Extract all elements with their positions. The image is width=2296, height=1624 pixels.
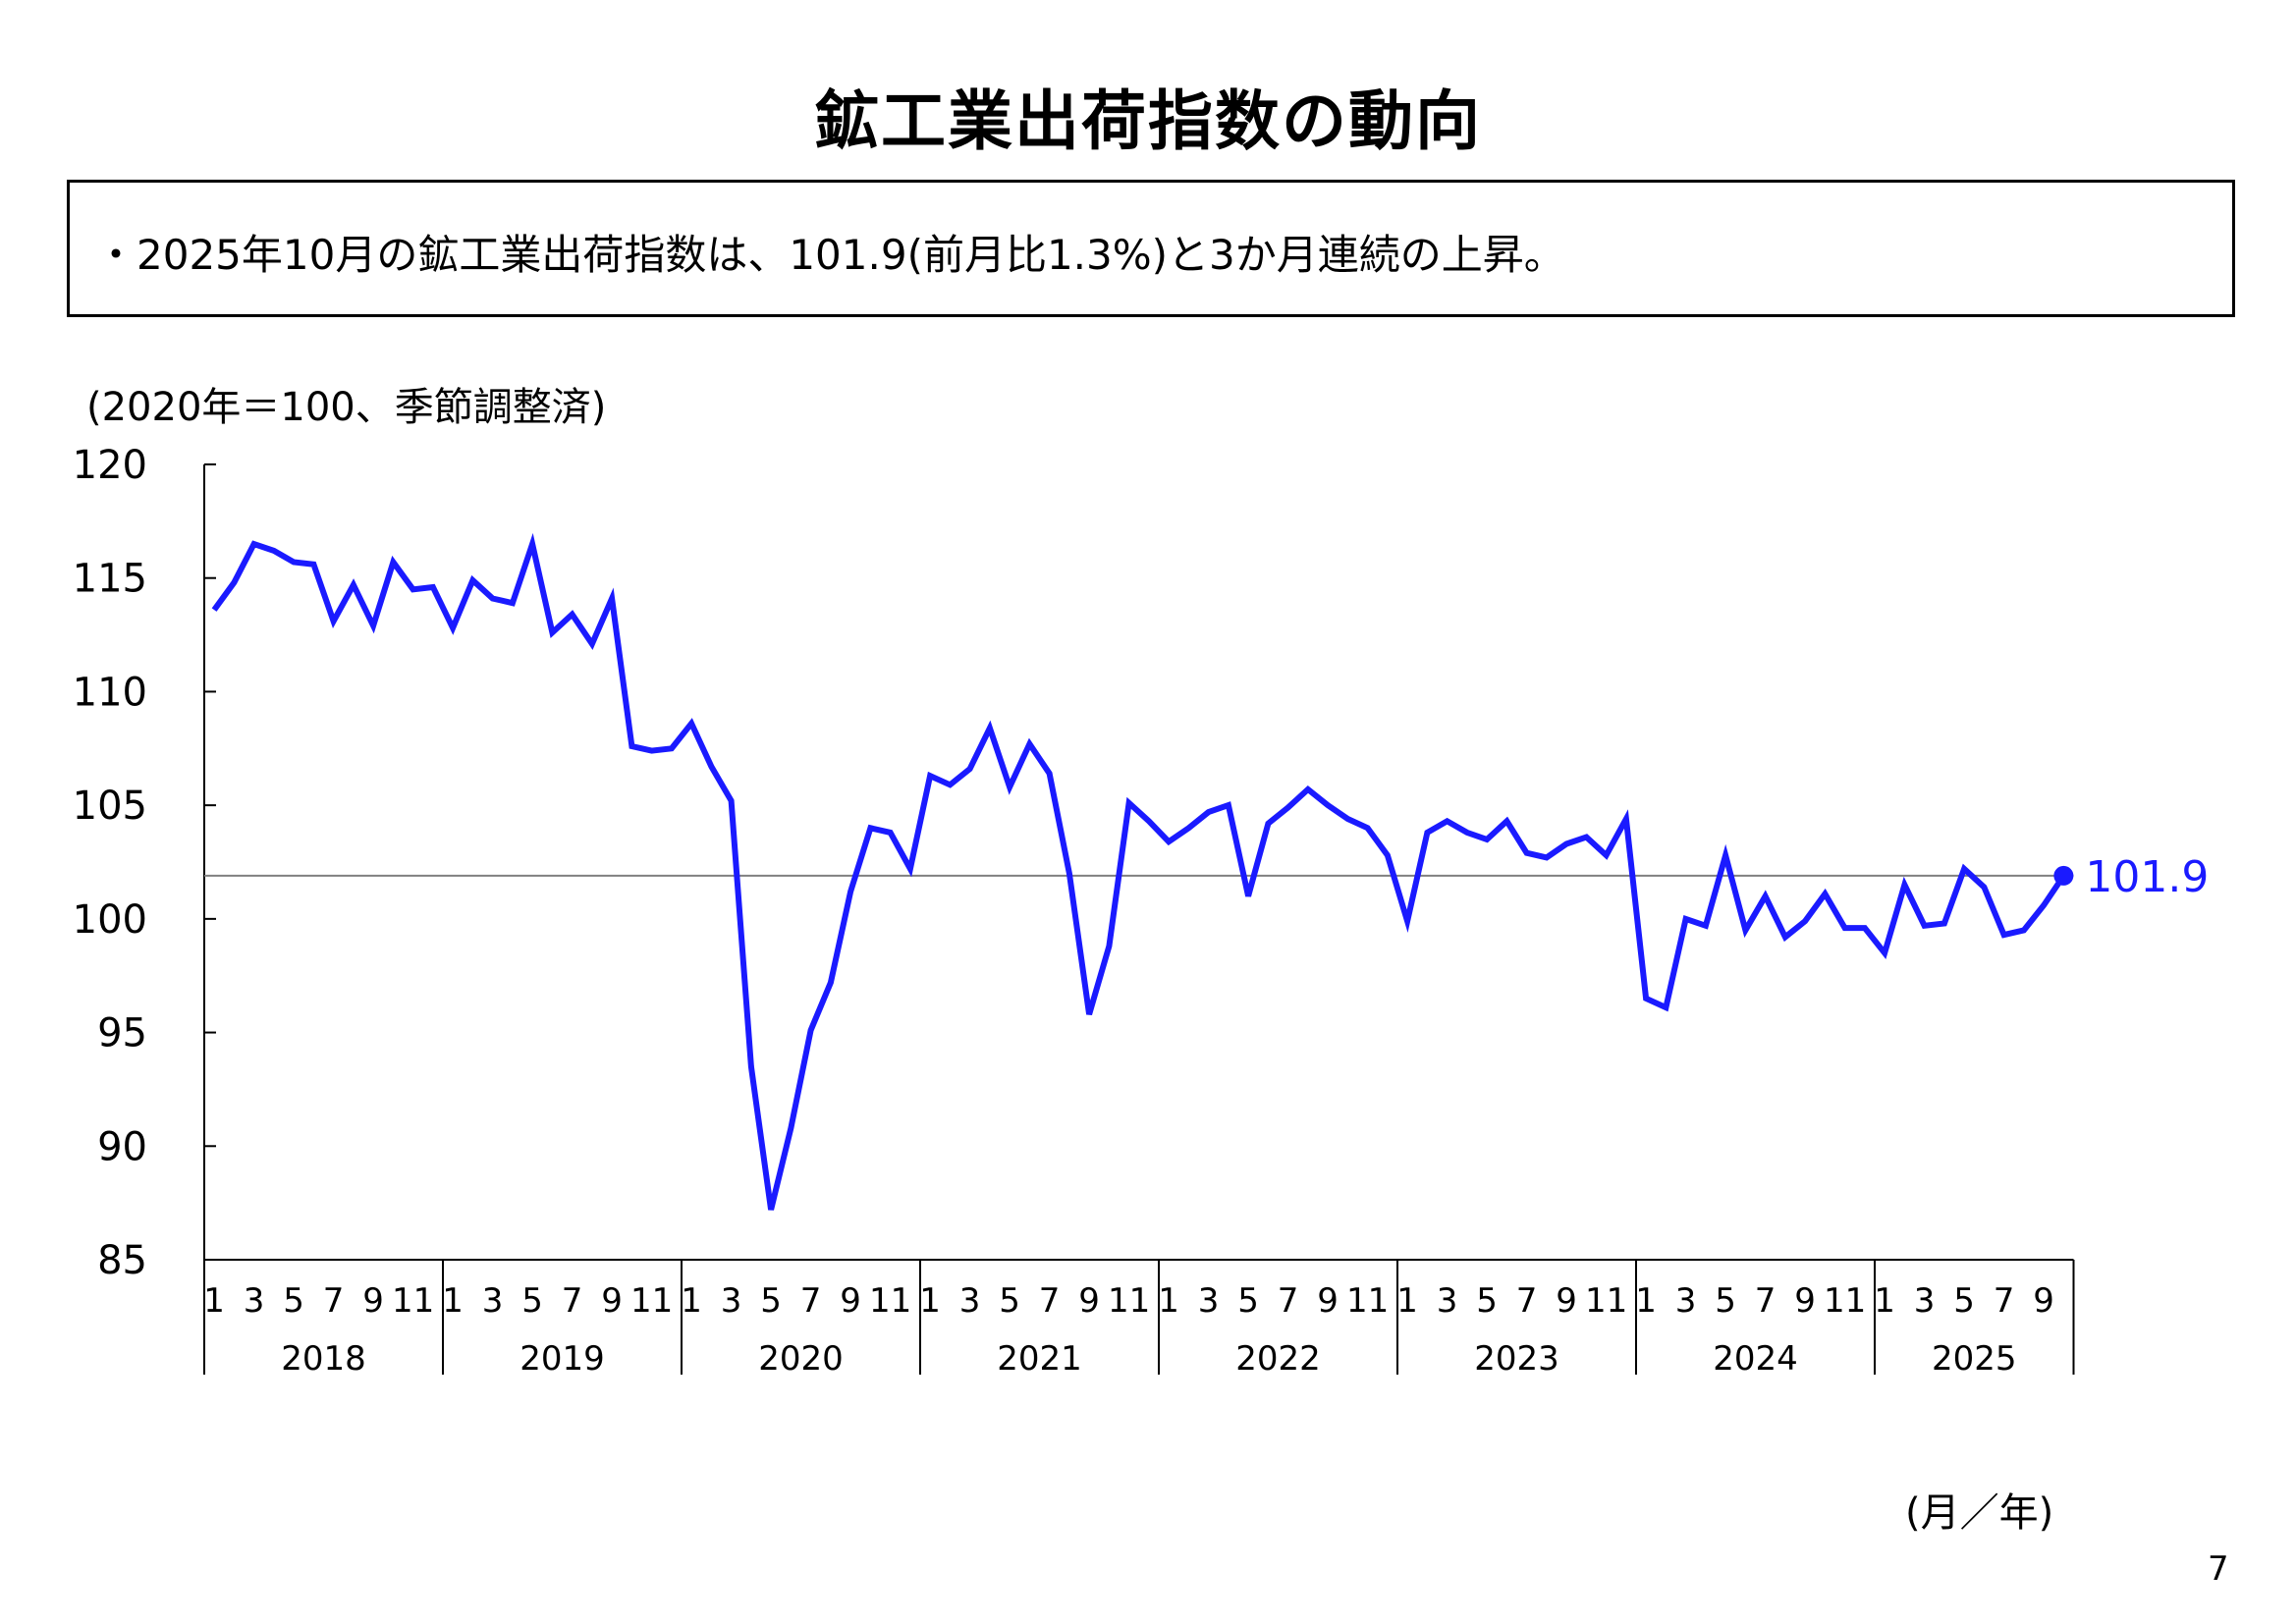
unit-note: (2020年＝100、季節調整済)	[86, 385, 607, 430]
month-tick-label: 1	[919, 1281, 941, 1321]
month-tick-label: 1	[1874, 1281, 1895, 1321]
month-tick-label: 1	[203, 1281, 225, 1321]
y-tick-label: 95	[97, 1011, 147, 1056]
month-tick-label: 1	[442, 1281, 464, 1321]
y-tick-label: 100	[73, 897, 147, 943]
y-tick-label: 120	[73, 443, 147, 488]
month-tick-label: 3	[244, 1281, 265, 1321]
y-tick-label: 110	[73, 670, 147, 715]
y-tick-label: 85	[97, 1238, 147, 1283]
month-tick-label: 3	[721, 1281, 742, 1321]
month-tick-label: 9	[1794, 1281, 1816, 1321]
month-tick-label: 11	[630, 1281, 673, 1321]
month-tick-label: 7	[1278, 1281, 1299, 1321]
month-tick-label: 7	[1516, 1281, 1538, 1321]
month-tick-label: 9	[840, 1281, 861, 1321]
page-number: 7	[2208, 1549, 2229, 1589]
page-title: 鉱工業出荷指数の動向	[814, 83, 1482, 159]
month-tick-label: 3	[1914, 1281, 1936, 1321]
month-tick-label: 1	[1158, 1281, 1179, 1321]
month-tick-label: 11	[869, 1281, 911, 1321]
month-tick-label: 1	[1635, 1281, 1657, 1321]
x-axis-unit-label: (月／年)	[1905, 1490, 2054, 1536]
month-tick-label: 5	[1476, 1281, 1498, 1321]
month-tick-label: 9	[362, 1281, 384, 1321]
month-tick-label: 3	[1675, 1281, 1697, 1321]
year-label: 2019	[519, 1339, 605, 1379]
month-tick-label: 9	[2033, 1281, 2054, 1321]
month-tick-label: 5	[1237, 1281, 1259, 1321]
month-tick-label: 7	[323, 1281, 345, 1321]
month-tick-label: 7	[1039, 1281, 1061, 1321]
month-tick-label: 1	[681, 1281, 702, 1321]
series-line	[211, 532, 2066, 1211]
last-value-label: 101.9	[2085, 852, 2209, 902]
year-label: 2021	[997, 1339, 1082, 1379]
month-tick-label: 5	[999, 1281, 1020, 1321]
month-tick-label: 3	[1198, 1281, 1220, 1321]
month-tick-label: 11	[1108, 1281, 1150, 1321]
summary-box: ・2025年10月の鉱工業出荷指数は、101.9(前月比1.3%)と3か月連続の…	[67, 180, 2235, 317]
month-tick-label: 1	[1396, 1281, 1418, 1321]
month-tick-label: 3	[1437, 1281, 1458, 1321]
y-tick-label: 90	[97, 1124, 147, 1169]
month-tick-label: 11	[1346, 1281, 1389, 1321]
year-label: 2018	[281, 1339, 366, 1379]
month-tick-label: 9	[601, 1281, 623, 1321]
month-tick-label: 7	[1755, 1281, 1777, 1321]
month-tick-label: 11	[1824, 1281, 1866, 1321]
month-tick-label: 11	[1585, 1281, 1627, 1321]
month-tick-label: 9	[1078, 1281, 1100, 1321]
last-point-marker	[2053, 865, 2074, 886]
year-label: 2022	[1235, 1339, 1321, 1379]
month-tick-label: 7	[800, 1281, 822, 1321]
month-tick-label: 5	[283, 1281, 304, 1321]
month-tick-label: 11	[392, 1281, 434, 1321]
summary-text: ・2025年10月の鉱工業出荷指数は、101.9(前月比1.3%)と3か月連続の…	[95, 231, 1565, 279]
month-tick-label: 9	[1317, 1281, 1339, 1321]
y-tick-label: 105	[73, 784, 147, 829]
year-label: 2025	[1932, 1339, 2017, 1379]
month-tick-label: 7	[1994, 1281, 2015, 1321]
month-tick-label: 5	[1953, 1281, 1975, 1321]
month-tick-label: 3	[482, 1281, 504, 1321]
year-label: 2024	[1713, 1339, 1798, 1379]
month-tick-label: 7	[562, 1281, 583, 1321]
month-tick-label: 3	[959, 1281, 981, 1321]
y-tick-label: 115	[73, 557, 147, 602]
month-tick-label: 5	[1715, 1281, 1736, 1321]
month-tick-label: 5	[521, 1281, 543, 1321]
month-tick-label: 5	[760, 1281, 782, 1321]
year-label: 2023	[1474, 1339, 1559, 1379]
month-tick-label: 9	[1556, 1281, 1577, 1321]
year-label: 2020	[758, 1339, 844, 1379]
